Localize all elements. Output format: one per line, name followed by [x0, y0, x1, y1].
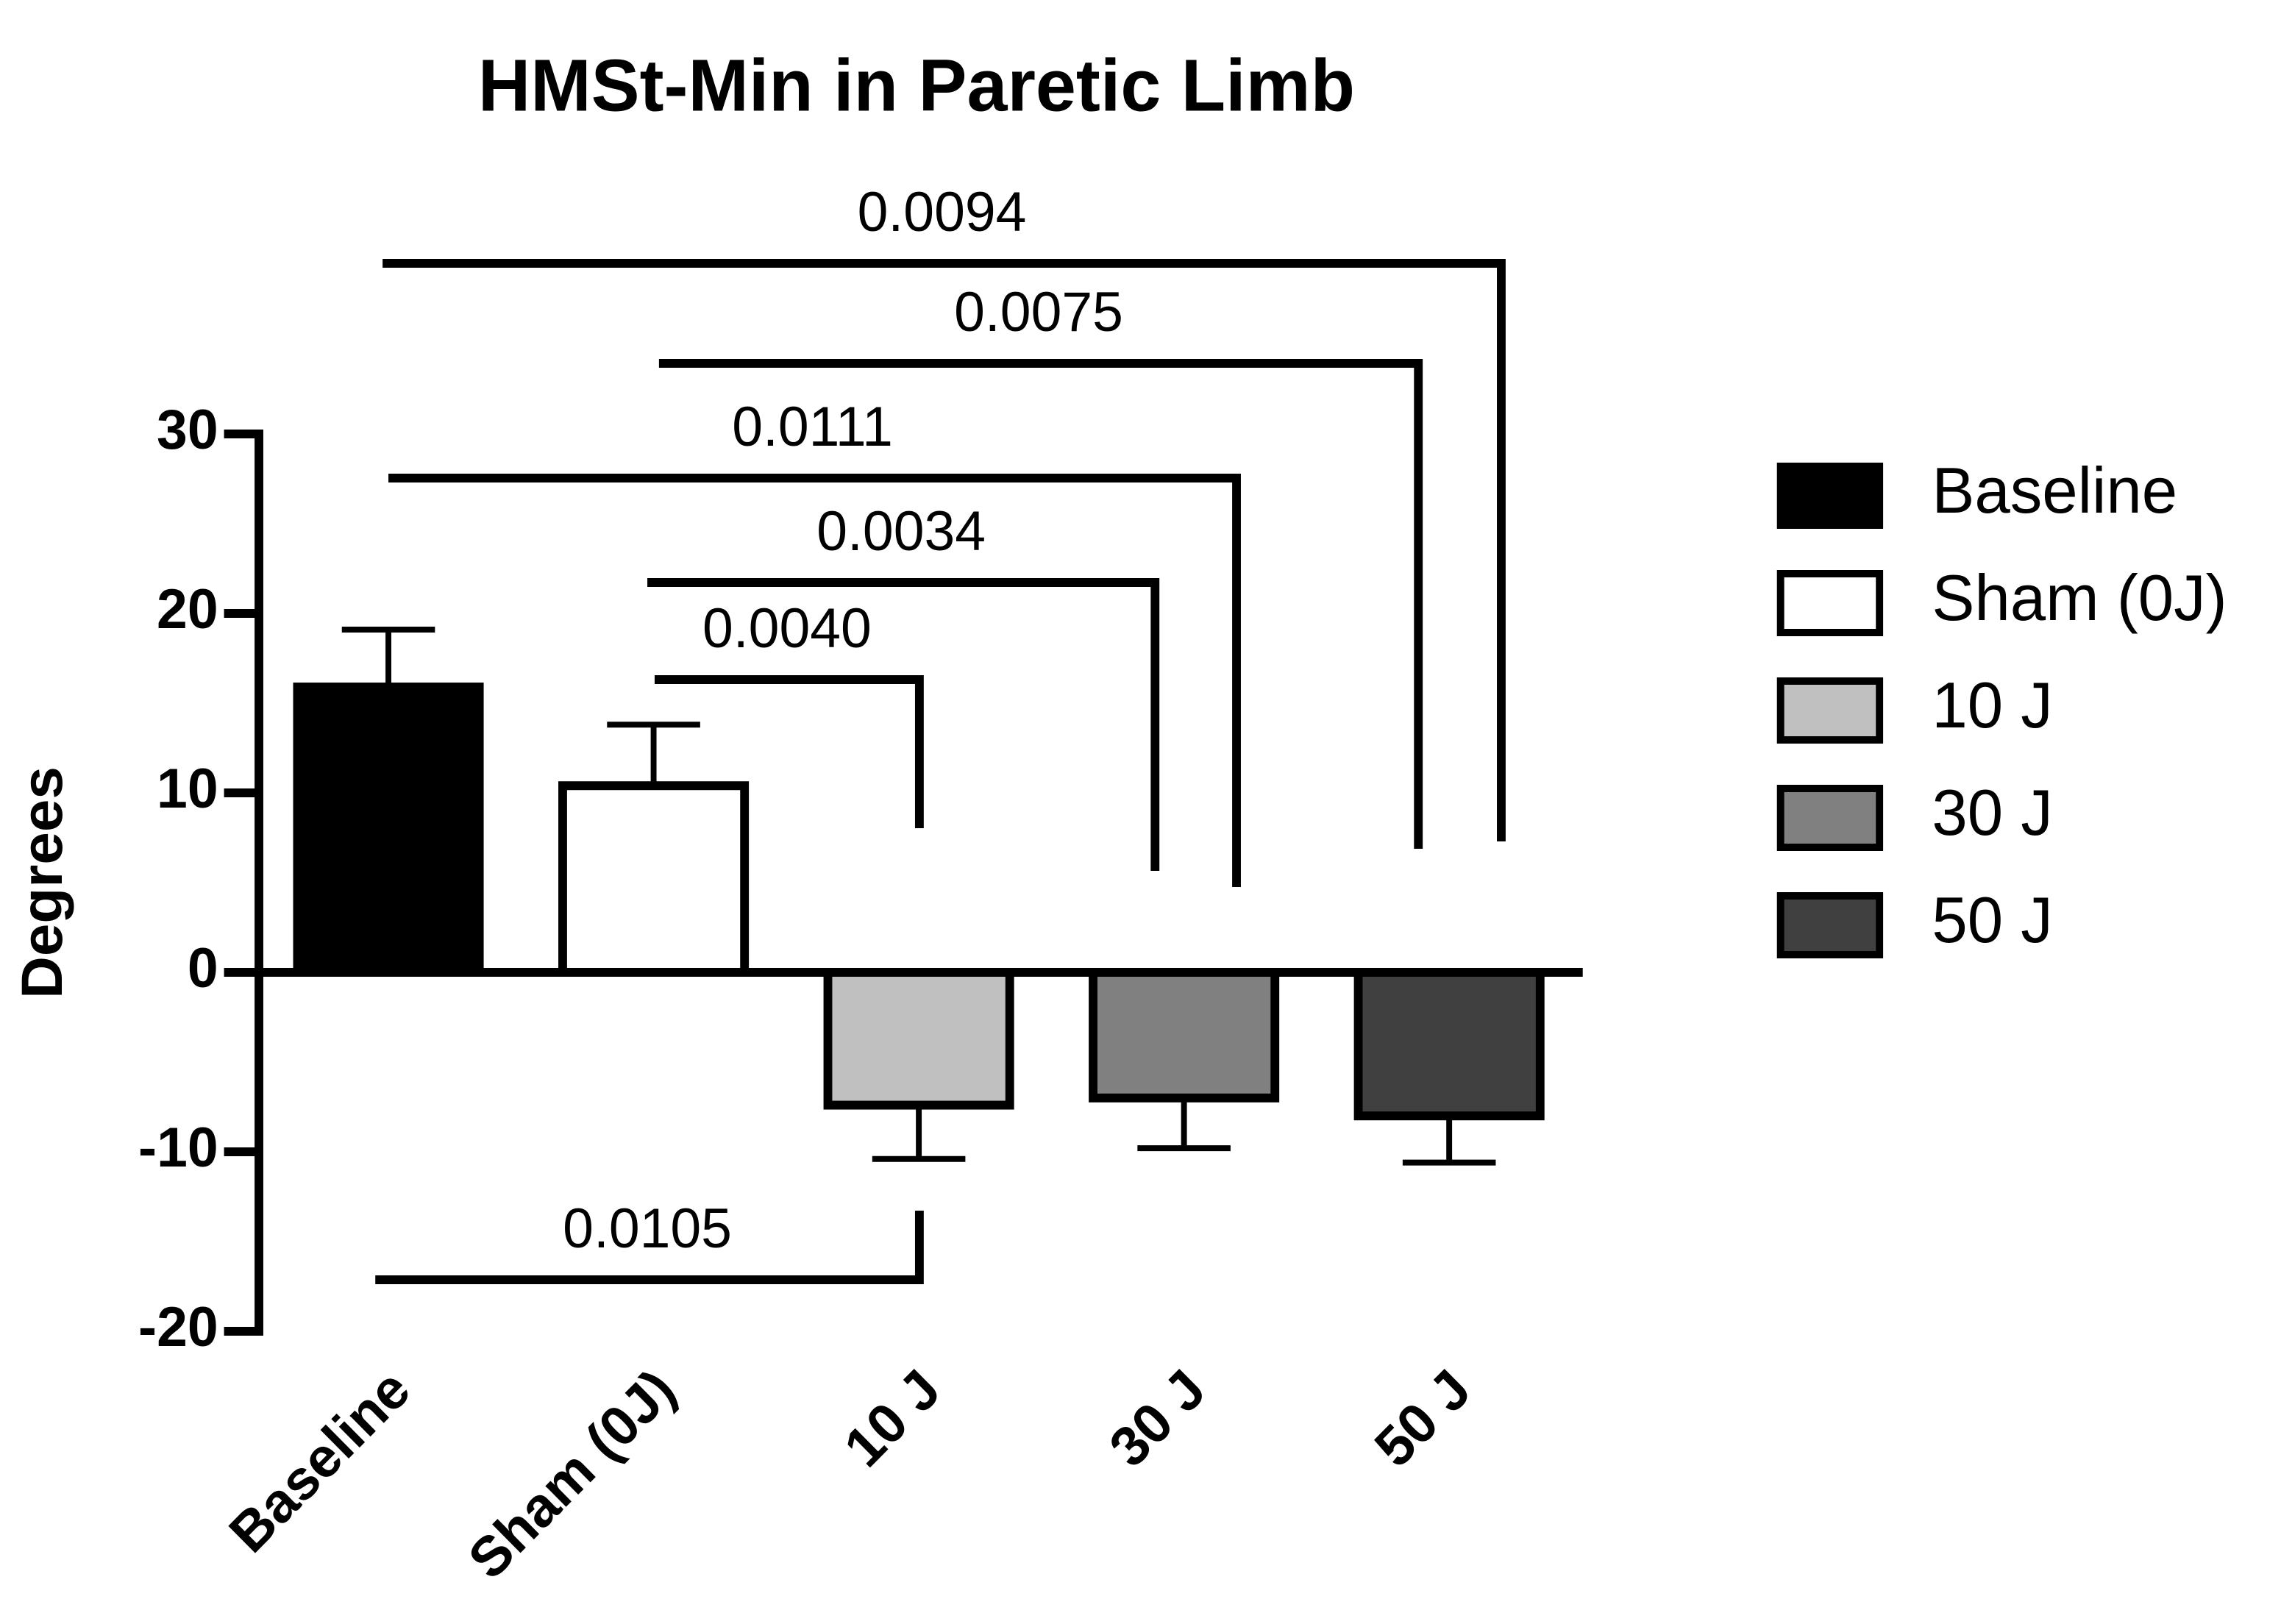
legend-swatch: [1776, 785, 1884, 851]
legend-swatch: [1776, 463, 1884, 529]
chart-title: HMSt-Min in Paretic Limb: [478, 45, 1355, 127]
legend-label: 10 J: [1932, 669, 2052, 742]
bar: [558, 781, 750, 977]
legend-label: Baseline: [1932, 455, 2177, 527]
x-tick-label: Baseline: [218, 1358, 422, 1565]
bar: [823, 968, 1014, 1110]
x-tick-label: 50 J: [1363, 1358, 1482, 1479]
y-tick-label: -10: [138, 1117, 218, 1179]
legend-label: Sham (0J): [1932, 562, 2227, 635]
y-tick-label: 10: [157, 758, 218, 820]
legend-swatch: [1776, 570, 1884, 636]
significance-bracket: [654, 675, 924, 828]
x-tick-label: Sham (0J): [457, 1358, 687, 1592]
p-value-label: 0.0105: [563, 1198, 732, 1260]
y-tick-label: 0: [188, 938, 218, 1000]
significance-bracket: [388, 474, 1241, 887]
p-value-label: 0.0040: [702, 598, 872, 660]
significance-bracket: [658, 359, 1423, 849]
x-tick-label: 30 J: [1098, 1358, 1217, 1479]
p-value-label: 0.0111: [732, 396, 893, 458]
x-tick-label: 10 J: [833, 1358, 952, 1479]
bar: [1089, 968, 1280, 1103]
p-value-label: 0.0034: [816, 501, 986, 563]
y-tick-label: 20: [157, 579, 218, 641]
legend-swatch: [1776, 677, 1884, 744]
legend-label: 30 J: [1932, 777, 2052, 850]
significance-bracket: [382, 259, 1506, 841]
bar: [293, 683, 484, 977]
p-value-label: 0.0094: [858, 182, 1027, 243]
y-tick-label: -20: [138, 1297, 218, 1358]
bar: [1353, 968, 1545, 1121]
y-tick-label: 30: [157, 399, 218, 461]
legend-label: 50 J: [1932, 884, 2052, 957]
p-value-label: 0.0075: [954, 282, 1123, 343]
y-axis-label: Degrees: [10, 766, 74, 999]
significance-bracket: [375, 1211, 924, 1284]
significance-bracket: [647, 578, 1160, 871]
legend-swatch: [1776, 892, 1884, 958]
